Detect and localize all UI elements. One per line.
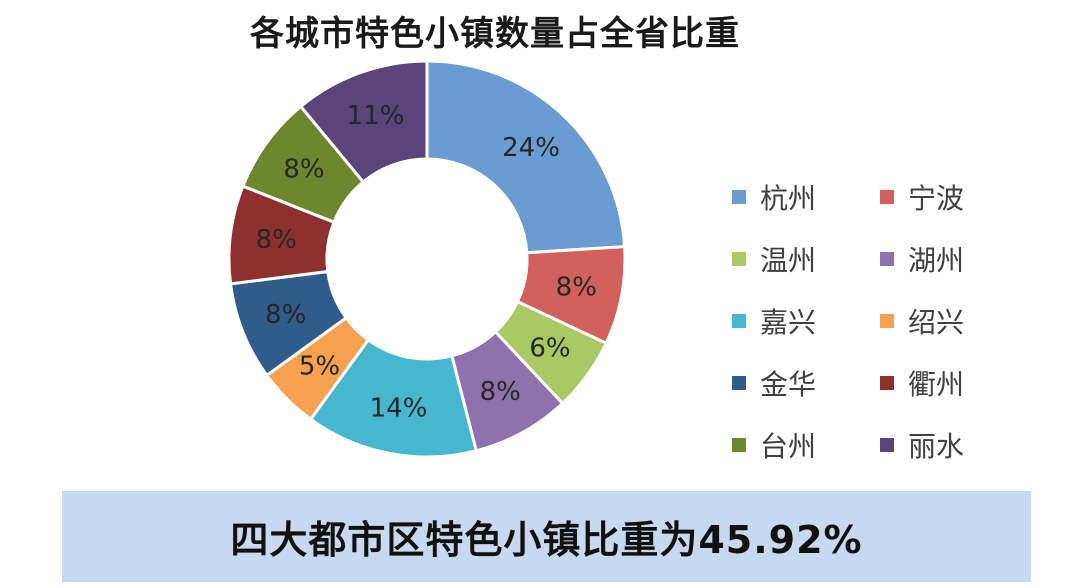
legend-item-5: 绍兴 [880, 304, 1028, 339]
legend-item-8: 台州 [732, 428, 880, 463]
legend-swatch [880, 438, 894, 452]
slice-labels: 24% 8% 6% 8% 14% 5% 8% 8% 8% 11% [256, 101, 597, 423]
legend-swatch [880, 252, 894, 266]
donut-slice-9 [298, 59, 429, 185]
legend-label: 嘉兴 [760, 306, 817, 339]
legend-item-1: 宁波 [880, 180, 1028, 215]
chart-legend: 杭州 宁波温州 湖州嘉兴 绍兴金华 衢州台州 丽水 [732, 180, 1032, 463]
legend-label: 杭州 [760, 182, 817, 215]
legend-item-9: 丽水 [880, 428, 1028, 463]
legend-item-4: 嘉兴 [732, 304, 880, 339]
legend-item-2: 温州 [732, 242, 880, 277]
legend-label: 衢州 [908, 368, 965, 401]
legend-label: 丽水 [908, 430, 965, 463]
slice-label-7: 8% [256, 225, 297, 255]
legend-item-0: 杭州 [732, 180, 880, 215]
legend-label: 台州 [760, 430, 817, 463]
slice-label-6: 8% [265, 300, 306, 330]
slice-label-3: 8% [480, 377, 521, 407]
legend-swatch [732, 252, 746, 266]
legend-swatch [732, 438, 746, 452]
legend-item-7: 衢州 [880, 366, 1028, 401]
slice-label-8: 8% [283, 155, 324, 185]
slice-label-5: 5% [299, 351, 340, 381]
donut-chart: 24% 8% 6% 8% 14% 5% 8% 8% 8% 11% [227, 59, 627, 459]
summary-banner-text: 四大都市区特色小镇比重为45.92% [230, 518, 863, 562]
legend-swatch [732, 190, 746, 204]
slice-label-4: 14% [370, 393, 428, 423]
legend-label: 温州 [760, 244, 817, 277]
donut-slice-0 [425, 59, 627, 255]
legend-label: 绍兴 [908, 306, 965, 339]
chart-title: 各城市特色小镇数量占全省比重 [250, 14, 740, 54]
legend-label: 湖州 [908, 244, 965, 277]
legend-swatch [880, 376, 894, 390]
summary-banner: 四大都市区特色小镇比重为45.92% [62, 491, 1031, 582]
slice-label-0: 24% [502, 133, 560, 163]
legend-label: 金华 [760, 368, 817, 401]
donut-slices [227, 59, 627, 459]
slice-label-1: 8% [556, 272, 597, 302]
legend-label: 宁波 [908, 182, 965, 215]
legend-item-6: 金华 [732, 366, 880, 401]
legend-swatch [732, 314, 746, 328]
slice-label-9: 11% [347, 101, 405, 131]
legend-swatch [880, 190, 894, 204]
legend-item-3: 湖州 [880, 242, 1028, 277]
legend-swatch [732, 376, 746, 390]
legend-swatch [880, 314, 894, 328]
slice-label-2: 6% [529, 333, 570, 363]
